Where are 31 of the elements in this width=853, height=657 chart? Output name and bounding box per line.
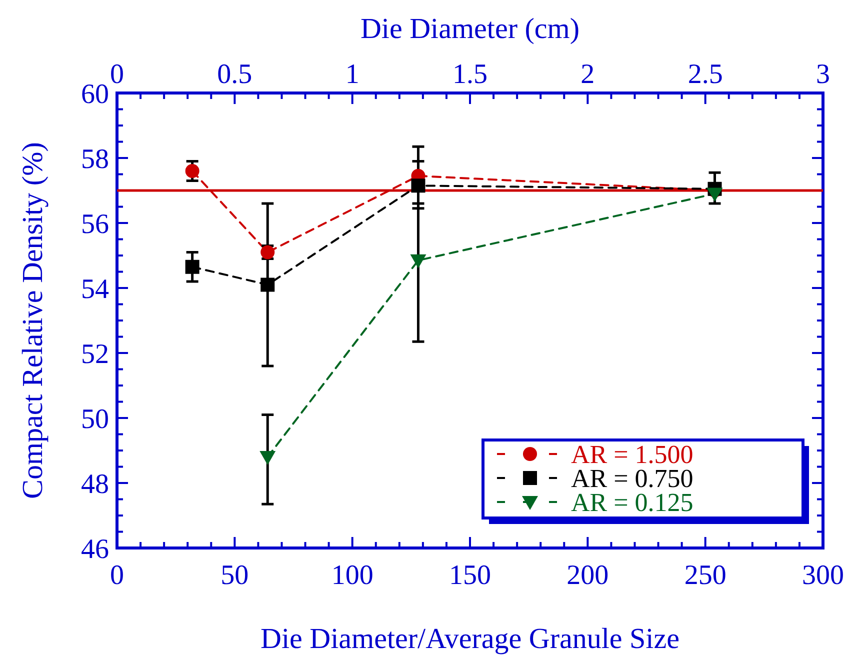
x2-tick-label: 2.5: [688, 59, 723, 90]
point: [410, 254, 426, 268]
x-tick-label: 150: [449, 560, 491, 591]
x2-tick-label: 0.5: [217, 59, 252, 90]
x-tick-label: 100: [331, 560, 374, 591]
point: [260, 451, 276, 465]
y-tick-label: 46: [81, 534, 109, 565]
y-tick-label: 58: [81, 144, 109, 175]
point: [411, 178, 426, 193]
x2-axis-title: Die Diameter (cm): [360, 13, 580, 45]
x-tick-label: 200: [566, 560, 609, 591]
y-tick-label: 56: [81, 209, 109, 240]
point: [706, 188, 723, 202]
point: [260, 278, 275, 292]
x-tick-label: 300: [802, 560, 844, 591]
x-tick-label: 250: [684, 560, 726, 591]
y-tick-label: 52: [81, 339, 109, 370]
x-tick-label: 50: [220, 560, 249, 591]
x2-tick-label: 1.5: [452, 59, 488, 90]
x2-tick-label: 1: [345, 59, 360, 90]
x-axis-title: Die Diameter/Average Granule Size: [260, 623, 680, 655]
x2-tick-label: 0: [110, 59, 124, 90]
y-tick-label: 48: [81, 469, 109, 500]
y-tick-label: 50: [81, 404, 109, 435]
y-axis-title: Compact Relative Density (%): [17, 142, 49, 499]
y-tick-label: 54: [81, 274, 109, 305]
y-tick-label: 60: [81, 79, 109, 110]
point: [185, 260, 200, 274]
x-tick-label: 0: [110, 560, 124, 591]
x2-tick-label: 3: [816, 59, 830, 90]
x2-tick-label: 2: [580, 59, 595, 90]
